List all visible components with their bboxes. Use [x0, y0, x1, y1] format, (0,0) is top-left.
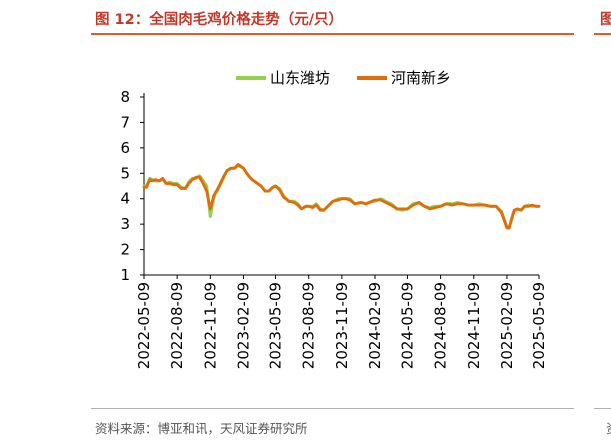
series-line-1 [142, 164, 541, 230]
y-tick-label: 8 [120, 88, 130, 106]
next-figure-title-fragment: 图 [600, 12, 611, 28]
legend-label-1: 山东潍坊 [270, 69, 330, 87]
y-tick-label: 7 [120, 113, 130, 131]
footer-rule [91, 408, 574, 409]
title-rule [91, 33, 574, 35]
y-tick-label: 3 [120, 215, 130, 233]
chart-series [142, 162, 541, 230]
chart-legend: 山东潍坊 河南新乡 [236, 69, 451, 87]
figure-title: 图 12：全国肉毛鸡价格走势（元/只） [95, 12, 344, 28]
y-tick-label: 4 [120, 190, 130, 208]
x-tick-label: 2023-05-09 [267, 282, 285, 369]
legend-label-2: 河南新乡 [391, 69, 451, 87]
y-tick-label: 5 [120, 164, 130, 182]
x-tick-label: 2024-05-09 [398, 282, 416, 369]
next-source-fragment: 资 [606, 418, 611, 437]
x-tick-label: 2022-08-09 [168, 282, 186, 369]
source-note: 资料来源：博亚和讯，天风证券研究所 [95, 421, 308, 436]
x-tick-label: 2025-05-09 [530, 282, 548, 369]
x-tick-label: 2025-02-09 [498, 282, 516, 369]
chart-axes: 1 2 3 4 5 6 7 8 2022-05-09 2022-08-09 2022-11-09 20… [120, 88, 548, 369]
x-tick-label: 2024-08-09 [432, 282, 450, 369]
series-line-2 [142, 162, 541, 230]
y-tick-label: 2 [120, 241, 130, 259]
x-tick-label: 2022-11-09 [201, 282, 219, 369]
next-footer-rule [594, 408, 611, 409]
next-title-rule [594, 33, 611, 35]
x-tick-label: 2023-11-09 [333, 282, 351, 369]
x-tick-label: 2023-02-09 [234, 282, 252, 369]
y-tick-label: 1 [120, 266, 130, 284]
x-tick-label: 2022-05-09 [135, 282, 153, 369]
x-tick-label: 2024-02-09 [366, 282, 384, 369]
x-tick-label: 2024-11-09 [465, 282, 483, 369]
y-tick-label: 6 [120, 139, 130, 157]
x-tick-label: 2023-08-09 [300, 282, 318, 369]
